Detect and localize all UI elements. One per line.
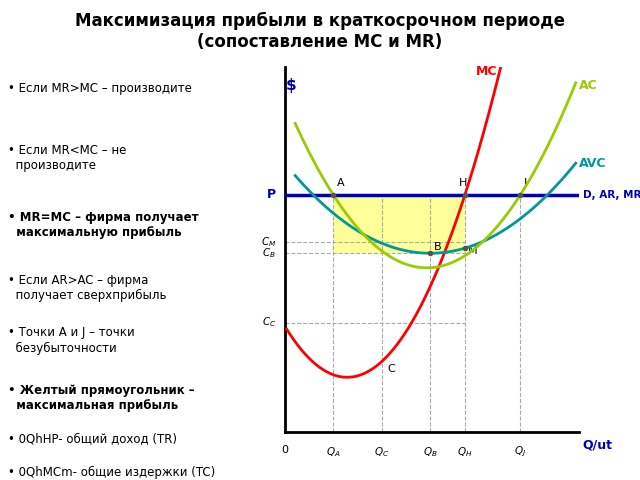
Text: $C_B$: $C_B$	[262, 246, 276, 260]
Text: Максимизация прибыли в краткосрочном периоде
(сопоставление МС и МR): Максимизация прибыли в краткосрочном пер…	[75, 12, 565, 51]
Text: $Q_B$: $Q_B$	[423, 445, 438, 458]
Text: MC: MC	[476, 65, 497, 78]
Text: • Желтый прямоугольник –
  максимальная прибыль: • Желтый прямоугольник – максимальная пр…	[8, 384, 195, 412]
Text: $: $	[285, 78, 296, 93]
Text: B: B	[434, 241, 442, 252]
Text: D, AR, MR: D, AR, MR	[583, 190, 640, 200]
Text: 0: 0	[282, 445, 288, 455]
Text: • 0QhMCm- общие издержки (TC): • 0QhMCm- общие издержки (TC)	[8, 466, 216, 479]
Text: P: P	[267, 188, 276, 202]
Text: AC: AC	[579, 79, 598, 92]
Text: • MR=MC – фирма получает
  максимальную прибыль: • MR=MC – фирма получает максимальную пр…	[8, 211, 199, 239]
Text: $Q_C$: $Q_C$	[374, 445, 389, 458]
Text: $Q_H$: $Q_H$	[457, 445, 472, 458]
Text: • 0QhHP- общий доход (TR): • 0QhHP- общий доход (TR)	[8, 432, 177, 445]
Text: A: A	[337, 178, 344, 188]
Text: C: C	[387, 364, 395, 374]
Text: • Если MR<MC – не
  производите: • Если MR<MC – не производите	[8, 144, 127, 172]
Text: $Q_A$: $Q_A$	[326, 445, 340, 458]
Text: M: M	[468, 246, 478, 256]
Text: • Точки А и J – точки
  безубыточности: • Точки А и J – точки безубыточности	[8, 326, 135, 355]
Text: $C_M$: $C_M$	[261, 235, 276, 249]
Text: • Если AR>AC – фирма
  получает сверхприбыль: • Если AR>AC – фирма получает сверхприбы…	[8, 274, 167, 302]
Text: $Q_J$: $Q_J$	[515, 445, 526, 459]
Text: J: J	[524, 178, 527, 188]
Text: H: H	[459, 178, 467, 188]
Text: Q/ut: Q/ut	[582, 438, 612, 451]
Text: AVC: AVC	[579, 156, 607, 169]
Text: • Если MR>MC – производите: • Если MR>MC – производите	[8, 82, 192, 95]
Bar	[333, 195, 465, 253]
Text: $C_C$: $C_C$	[262, 316, 276, 329]
